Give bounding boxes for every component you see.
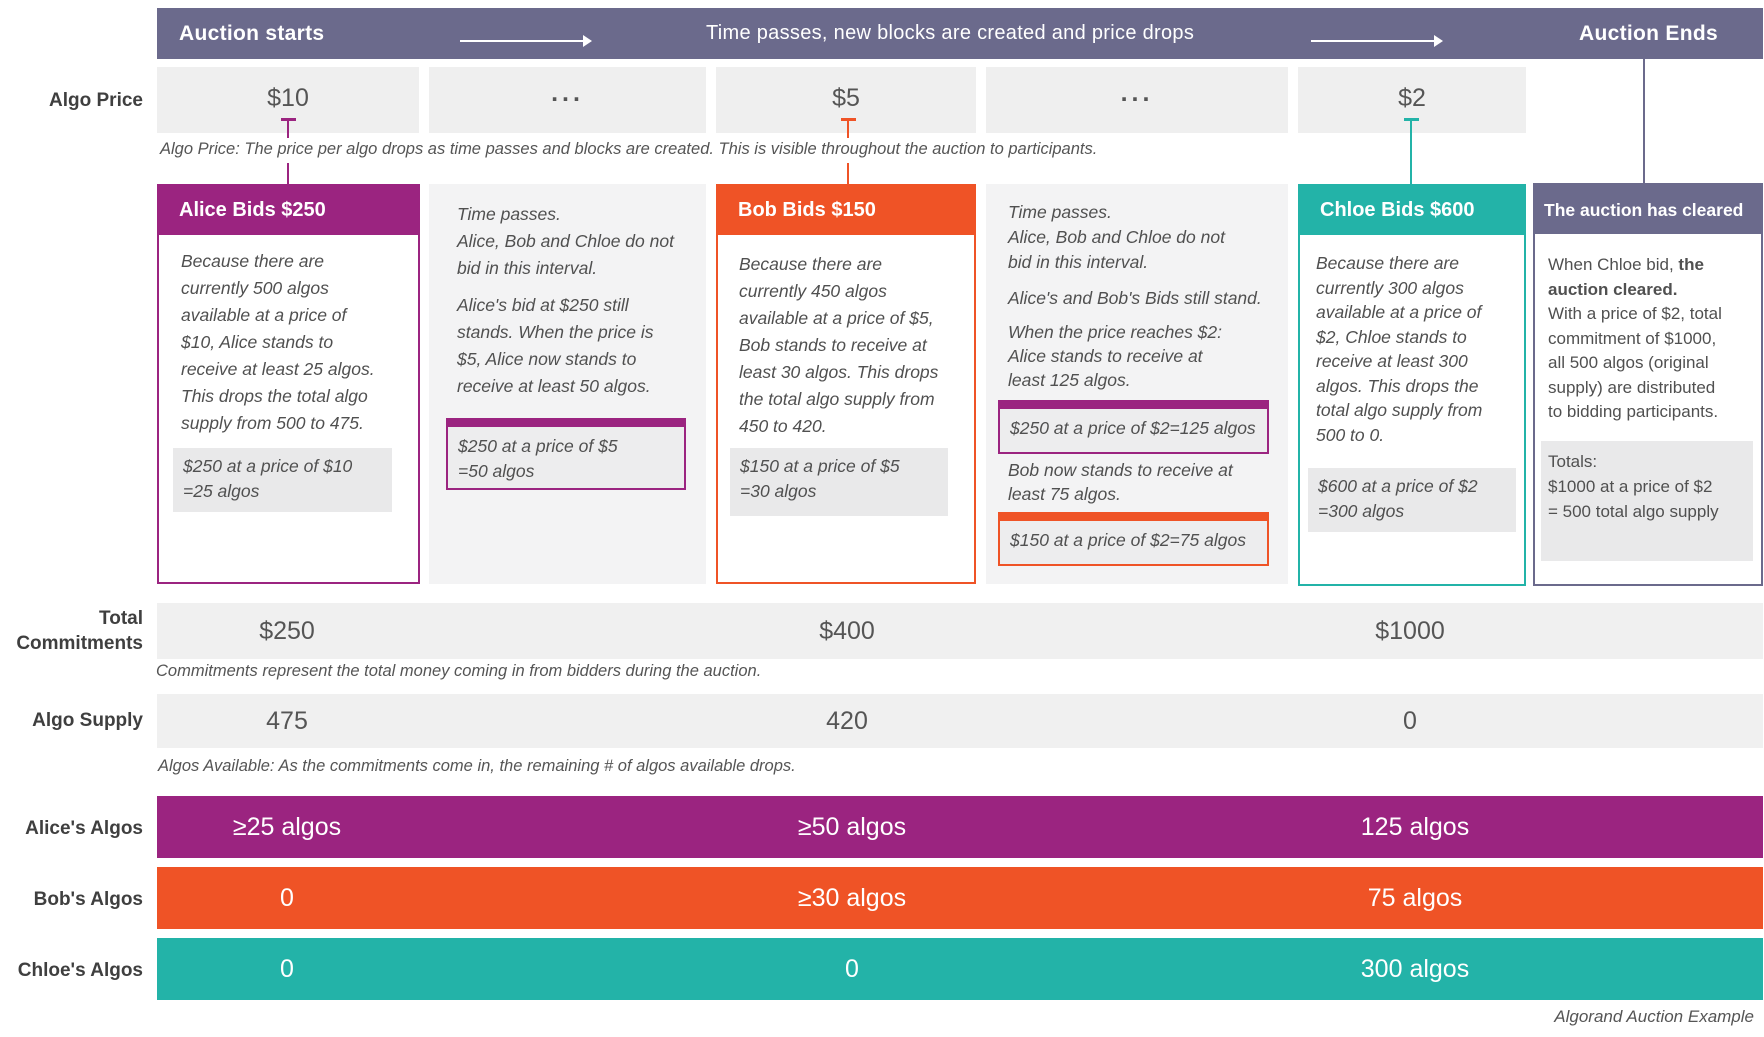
chloe-connector [1410, 118, 1412, 184]
algo-supply-row: 475 420 0 [157, 694, 1763, 748]
auction-ends-label: Auction Ends [1579, 22, 1718, 45]
price-box-dots-2: ... [986, 67, 1288, 133]
interval-2-text-1: Time passes. Alice, Bob and Chloe do not b… [1008, 202, 1225, 272]
interval-2-calc-bob: $150 at a price of $2=75 algos [998, 512, 1269, 566]
auction-cleared-header: The auction has cleared [1533, 183, 1763, 234]
supply-value: 475 [266, 707, 308, 735]
bob-algos-label: Bob's Algos [33, 889, 143, 910]
chloe-algos-value: 0 [280, 955, 294, 983]
commitment-value: $1000 [1375, 617, 1445, 645]
alice-algos-band: ≥25 algos ≥50 algos 125 algos [157, 796, 1763, 858]
interval-2-text-3: When the price reaches $2: Alice stands t… [1008, 322, 1223, 390]
price-value: $2 [1398, 84, 1426, 112]
chloe-bid-header: Chloe Bids $600 [1298, 184, 1526, 235]
alice-algos-value: ≥25 algos [232, 813, 342, 841]
chloe-algos-band: 0 0 300 algos [157, 938, 1763, 1000]
interval-2-panel: Time passes. Alice, Bob and Chloe do not b… [986, 184, 1288, 584]
algo-price-label: Algo Price [49, 90, 143, 111]
alice-bid-header: Alice Bids $250 [157, 184, 420, 235]
bob-calc: $150 at a price of $5 =30 algos [730, 448, 948, 516]
chloe-calc: $600 at a price of $2 =300 algos [1308, 468, 1516, 532]
price-value: $10 [267, 84, 309, 112]
ellipsis: ... [551, 79, 584, 107]
chloe-algos-value: 300 algos [1360, 955, 1470, 983]
interval-1-calc: $250 at a price of $5 =50 algos [446, 418, 686, 490]
bob-bid-description: Because there are currently 450 algos avai… [739, 254, 939, 436]
commitment-value: $250 [259, 617, 315, 645]
algo-supply-label: Algo Supply [32, 710, 143, 731]
auction-cleared-description: When Chloe bid, the auction cleared. Wit… [1548, 255, 1722, 421]
bob-algos-value: 75 algos [1367, 884, 1463, 912]
alice-algos-value: 125 algos [1360, 813, 1470, 841]
chloe-bid-description: Because there are currently 300 algos avai… [1316, 253, 1483, 445]
chloe-bid-card: Chloe Bids $600 Because there are current… [1298, 184, 1526, 586]
price-box-5: $5 [716, 67, 976, 133]
arrow-right-icon [460, 35, 592, 47]
auction-ends-connector [1643, 59, 1645, 183]
figure-caption: Algorand Auction Example [1554, 1007, 1754, 1026]
supply-note: Algos Available: As the commitments come… [158, 757, 796, 775]
ellipsis: ... [1120, 79, 1154, 107]
auction-cleared-card: The auction has cleared When Chloe bid, … [1533, 183, 1763, 586]
interval-2-text-2: Alice's and Bob's Bids still stand. [1008, 288, 1262, 308]
bob-bid-card: Bob Bids $150 Because there are currently… [716, 184, 976, 584]
auction-totals: Totals: $1000 at a price of $2 = 500 total… [1541, 441, 1753, 561]
bob-tee-stem [847, 118, 849, 138]
bob-bid-header: Bob Bids $150 [716, 184, 976, 235]
commitment-value: $400 [819, 617, 875, 645]
timeline-banner: Auction starts Time passes, new blocks a… [157, 8, 1763, 59]
alice-bid-card: Alice Bids $250 Because there are current… [157, 184, 420, 584]
interval-1-text-1: Time passes. Alice, Bob and Chloe do not b… [457, 204, 674, 278]
chloe-algos-label: Chloe's Algos [17, 960, 143, 981]
arrow-right-icon [1311, 35, 1443, 47]
bob-algos-band: 0 ≥30 algos 75 algos [157, 867, 1763, 929]
alice-algos-label: Alice's Algos [25, 818, 143, 839]
alice-bid-description: Because there are currently 500 algos avai… [181, 251, 375, 433]
price-value: $5 [832, 84, 860, 112]
price-box-dots-1: ... [429, 67, 706, 133]
bob-algos-value: ≥30 algos [797, 884, 907, 912]
price-note: Algo Price: The price per algo drops as … [160, 140, 1098, 158]
bob-algos-value: 0 [280, 884, 294, 912]
interval-2-calc-alice: $250 at a price of $2=125 algos [998, 400, 1269, 454]
commitments-note: Commitments represent the total money co… [156, 662, 762, 680]
chloe-algos-value: 0 [845, 955, 859, 983]
alice-calc: $250 at a price of $10 =25 algos [173, 448, 392, 512]
total-commitments-row: $250 $400 $1000 [157, 603, 1763, 659]
interval-1-text-2: Alice's bid at $250 still stands. When th… [457, 295, 654, 396]
total-commitments-label: Total Commitments [16, 608, 143, 654]
alice-algos-value: ≥50 algos [797, 813, 907, 841]
alice-connector [287, 163, 289, 184]
interval-1-panel: Time passes. Alice, Bob and Chloe do not b… [429, 184, 706, 584]
alice-tee-stem [287, 118, 289, 138]
time-passes-label: Time passes, new blocks are created and … [706, 22, 1195, 44]
interval-2-text-4: Bob now stands to receive at least 75 alg… [1008, 460, 1233, 504]
supply-value: 0 [1403, 707, 1417, 735]
auction-starts-label: Auction starts [179, 22, 325, 45]
supply-value: 420 [826, 707, 868, 735]
bob-connector [847, 163, 849, 184]
price-box-2: $2 [1298, 67, 1526, 133]
